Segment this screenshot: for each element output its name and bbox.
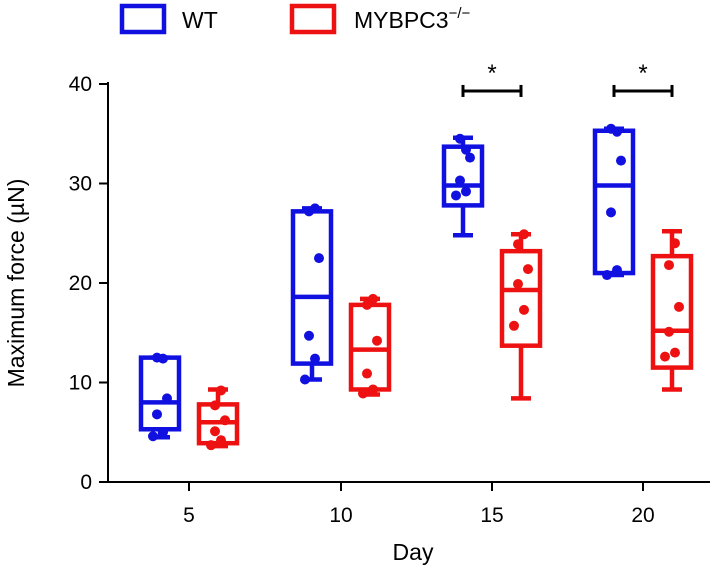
mybpc3-box-day-10 xyxy=(348,293,392,399)
data-point xyxy=(465,152,475,163)
data-point xyxy=(310,203,320,214)
legend-swatch xyxy=(289,3,337,35)
data-point xyxy=(206,440,216,451)
data-point xyxy=(368,384,378,395)
data-point xyxy=(210,400,220,411)
x-tick-label: 15 xyxy=(480,504,503,527)
data-point xyxy=(513,239,523,250)
wt-box-day-15 xyxy=(441,133,485,238)
data-point xyxy=(158,427,168,438)
data-point xyxy=(461,186,471,197)
data-point xyxy=(606,207,616,218)
y-tick-label: 10 xyxy=(69,372,92,395)
legend-swatch xyxy=(119,3,167,35)
data-point xyxy=(455,133,465,144)
data-point xyxy=(602,270,612,281)
legend-label: MYBPC3−/− xyxy=(354,5,471,33)
data-point xyxy=(304,330,314,341)
data-point xyxy=(314,253,324,264)
data-point xyxy=(664,260,674,271)
data-point xyxy=(216,385,226,396)
axes: 0 10 20 30 40 5 10 15 20 xyxy=(69,73,710,527)
significance-star: * xyxy=(638,60,647,87)
y-tick-label: 40 xyxy=(69,73,92,96)
significance-star: * xyxy=(487,60,496,87)
wt-box-day-10 xyxy=(290,203,334,385)
box-iqr xyxy=(650,253,694,370)
data-point xyxy=(152,409,162,420)
significance-day-20: * xyxy=(612,60,674,97)
data-point xyxy=(451,190,461,201)
data-point xyxy=(660,351,670,362)
data-point xyxy=(210,426,220,437)
x-tick-label: 5 xyxy=(183,504,195,527)
y-tick-label: 30 xyxy=(69,173,92,196)
x-tick-label: 20 xyxy=(631,504,654,527)
mybpc3-box-day-15 xyxy=(499,229,543,401)
significance-markers: * * xyxy=(461,60,674,97)
data-point xyxy=(300,374,310,385)
data-point xyxy=(519,229,529,240)
significance-day-15: * xyxy=(461,60,523,97)
y-axis-title: Maximum force (µN) xyxy=(3,179,29,388)
legend-label: WT xyxy=(182,7,218,33)
wt-box-day-5 xyxy=(138,352,182,442)
data-point xyxy=(509,320,519,331)
mybpc3-box-day-20 xyxy=(650,229,694,392)
data-point xyxy=(220,415,230,426)
legend: WT MYBPC3−/− xyxy=(119,3,471,35)
y-tick-label: 20 xyxy=(69,272,92,295)
data-point xyxy=(455,175,465,186)
x-axis-title: Day xyxy=(393,539,434,565)
data-point xyxy=(664,326,674,337)
data-point xyxy=(310,353,320,364)
data-point xyxy=(670,238,680,249)
data-point xyxy=(358,388,368,399)
legend-superscript: −/− xyxy=(449,5,471,22)
data-point xyxy=(523,264,533,275)
box-iqr xyxy=(290,209,334,366)
data-point xyxy=(368,293,378,304)
data-point xyxy=(612,265,622,276)
data-point xyxy=(612,126,622,137)
data-point xyxy=(674,301,684,312)
data-point xyxy=(519,304,529,315)
x-tick-label: 10 xyxy=(329,504,352,527)
data-point xyxy=(216,435,226,446)
data-point xyxy=(513,278,523,289)
y-tick-label: 0 xyxy=(80,471,92,494)
data-point xyxy=(158,353,168,364)
mybpc3-box-day-5 xyxy=(196,385,240,451)
data-point xyxy=(616,155,626,166)
data-point xyxy=(461,144,471,155)
boxes xyxy=(138,123,694,451)
box-iqr xyxy=(499,248,543,348)
legend-item-mybpc3: MYBPC3−/− xyxy=(289,3,471,35)
legend-item-wt: WT xyxy=(119,3,218,35)
box-iqr xyxy=(592,128,636,276)
data-point xyxy=(148,431,158,442)
box-iqr xyxy=(138,355,182,432)
wt-box-day-20 xyxy=(592,123,636,281)
data-point xyxy=(362,368,372,379)
box-iqr xyxy=(441,144,485,208)
data-point xyxy=(372,335,382,346)
data-point xyxy=(162,393,172,404)
data-point xyxy=(670,347,680,358)
